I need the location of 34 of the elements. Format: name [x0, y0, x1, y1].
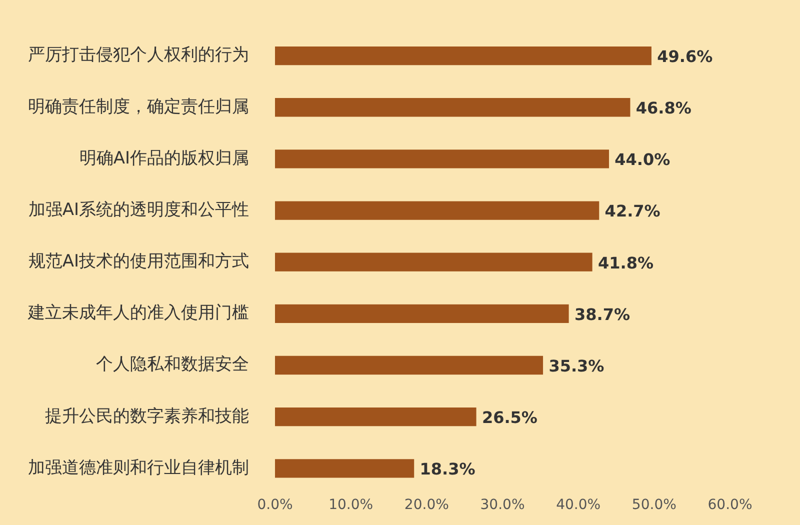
- y-tick-label: 建立未成年人的准入使用门槛: [27, 303, 249, 324]
- y-tick-label: 个人隐私和数据安全: [96, 354, 249, 375]
- data-label: 49.6%: [657, 46, 713, 66]
- y-tick-label: 提升公民的数字素养和技能: [45, 406, 249, 426]
- data-label: 35.3%: [548, 356, 604, 376]
- y-tick-label: 加强AI系统的透明度和公平性: [28, 200, 249, 220]
- data-label: 46.8%: [636, 98, 692, 118]
- x-tick-label: 40.0%: [556, 497, 601, 514]
- y-tick-label: 严厉打击侵犯个人权利的行为: [28, 45, 249, 66]
- data-label: 38.7%: [574, 304, 630, 324]
- data-label: 41.8%: [598, 253, 654, 272]
- bar: [275, 201, 600, 220]
- x-tick-label: 0.0%: [257, 497, 293, 514]
- y-tick-label: 加强道德准则和行业自律机制: [28, 458, 249, 478]
- x-tick-label: 50.0%: [632, 497, 676, 514]
- bar: [275, 356, 544, 375]
- y-tick-label: 明确责任制度，确定责任归属: [28, 96, 249, 117]
- bar: [275, 408, 476, 426]
- bar: [275, 150, 609, 168]
- x-tick-label: 10.0%: [328, 497, 374, 514]
- data-label: 26.5%: [482, 408, 538, 427]
- data-label: 42.7%: [604, 202, 660, 221]
- x-tick-label: 60.0%: [708, 497, 752, 514]
- bar: [275, 304, 569, 324]
- y-tick-label: 明确AI作品的版权归属: [79, 148, 249, 168]
- x-tick-label: 30.0%: [480, 497, 525, 514]
- bar: [275, 46, 652, 66]
- bar: [275, 98, 630, 117]
- bar: [275, 459, 414, 478]
- y-tick-label: 规范AI技术的使用范围和方式: [28, 252, 249, 272]
- x-tick-label: 20.0%: [404, 497, 449, 514]
- bar: [275, 252, 592, 272]
- data-label: 18.3%: [420, 460, 476, 479]
- data-label: 44.0%: [614, 150, 670, 170]
